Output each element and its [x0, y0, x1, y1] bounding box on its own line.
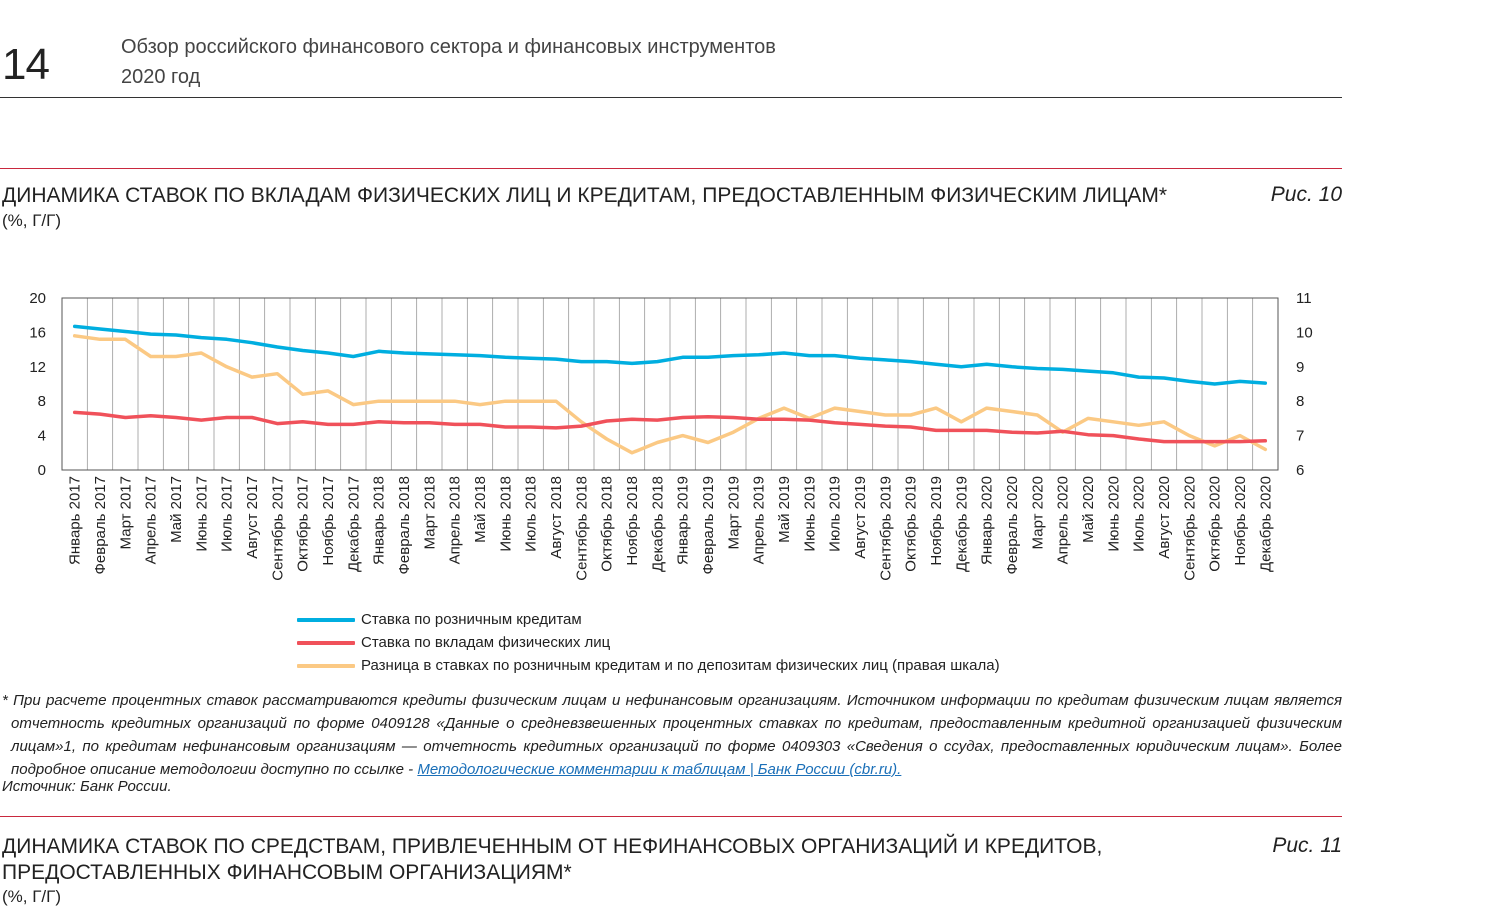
figure10-title: ДИНАМИКА СТАВОК ПО ВКЛАДАМ ФИЗИЧЕСКИХ ЛИ…: [2, 184, 1168, 207]
header-divider: [0, 97, 1342, 98]
legend-label-deposits: Ставка по вкладам физических лиц: [361, 634, 611, 651]
y-left-tick-label: 0: [38, 462, 46, 479]
y-right-tick-label: 6: [1296, 462, 1304, 479]
x-tick-label: Август 2017: [244, 476, 261, 559]
x-tick-label: Июль 2017: [219, 476, 236, 552]
legend-swatch-spread: [297, 663, 355, 668]
x-tick-label: Июль 2020: [1131, 476, 1148, 552]
series-line-spread: [72, 334, 1268, 455]
x-tick-label: Июнь 2017: [193, 476, 210, 552]
x-tick-label: Апрель 2017: [143, 476, 160, 564]
x-tick-label: Март 2020: [1029, 476, 1046, 549]
x-tick-label: Ноябрь 2017: [320, 476, 337, 566]
legend-label-spread: Разница в ставках по розничным кредитам …: [361, 657, 1000, 674]
x-tick-label: Март 2017: [117, 476, 134, 549]
document-title-line1: Обзор российского финансового сектора и …: [121, 36, 776, 58]
y-right-tick-label: 8: [1296, 393, 1304, 410]
y-right-tick-label: 10: [1296, 324, 1313, 341]
x-tick-label: Май 2018: [472, 476, 489, 543]
x-tick-label: Сентябрь 2018: [573, 476, 590, 581]
x-tick-label: Июль 2019: [827, 476, 844, 552]
figure11-title: ДИНАМИКА СТАВОК ПО СРЕДСТВАМ, ПРИВЛЕЧЕНН…: [2, 834, 1102, 886]
x-tick-label: Февраль 2019: [700, 476, 717, 575]
x-tick-label: Август 2020: [1156, 476, 1173, 559]
figure11-unit: (%, Г/Г): [2, 887, 62, 906]
x-tick-label: Май 2019: [776, 476, 793, 543]
x-tick-label: Июнь 2019: [801, 476, 818, 552]
chart-legend: Ставка по розничным кредитам Ставка по в…: [297, 608, 1000, 677]
x-tick-label: Декабрь 2017: [345, 476, 362, 572]
figure10-unit: (%, Г/Г): [2, 211, 62, 230]
y-left-tick-label: 8: [38, 393, 46, 410]
x-tick-label: Июнь 2018: [497, 476, 514, 552]
x-tick-label: Ноябрь 2020: [1232, 476, 1249, 566]
y-right-tick-label: 9: [1296, 359, 1304, 376]
x-tick-label: Ноябрь 2019: [928, 476, 945, 566]
x-tick-label: Ноябрь 2018: [624, 476, 641, 566]
x-tick-label: Апрель 2018: [447, 476, 464, 564]
series-line-loans: [72, 324, 1268, 386]
x-tick-label: Октябрь 2019: [903, 476, 920, 572]
page-number: 14: [2, 40, 50, 89]
document-title: Обзор российского финансового сектора и …: [121, 32, 776, 92]
figure11-divider: [0, 816, 1342, 817]
x-tick-label: Апрель 2019: [751, 476, 768, 564]
x-tick-label: Март 2018: [421, 476, 438, 549]
figure10-divider: [0, 168, 1342, 169]
figure11-title-line2: ПРЕДОСТАВЛЕННЫХ ФИНАНСОВЫМ ОРГАНИЗАЦИЯМ*: [2, 861, 572, 884]
y-left-tick-label: 16: [29, 324, 46, 341]
legend-item-spread: Разница в ставках по розничным кредитам …: [297, 654, 1000, 677]
x-tick-label: Июль 2018: [523, 476, 540, 552]
x-tick-label: Декабрь 2019: [953, 476, 970, 572]
figure11-title-line1: ДИНАМИКА СТАВОК ПО СРЕДСТВАМ, ПРИВЛЕЧЕНН…: [2, 835, 1103, 858]
legend-swatch-deposits: [297, 640, 355, 645]
footnote-text: * При расчете процентных ставок рассматр…: [2, 692, 1342, 778]
figure10-footnote: * При расчете процентных ставок рассматр…: [2, 689, 1342, 781]
methodology-link[interactable]: Методологические комментарии к таблицам …: [417, 761, 902, 778]
y-left-tick-label: 4: [38, 428, 46, 445]
y-left-tick-label: 12: [29, 359, 46, 376]
figure10-source: Источник: Банк России.: [2, 778, 172, 795]
plot-frame: [61, 297, 1279, 471]
x-tick-label: Январь 2020: [979, 476, 996, 565]
x-tick-label: Декабрь 2018: [649, 476, 666, 572]
legend-swatch-loans: [297, 617, 355, 622]
x-tick-label: Октябрь 2020: [1207, 476, 1224, 572]
x-tick-label: Январь 2017: [67, 476, 84, 565]
y-right-tick-label: 7: [1296, 428, 1304, 445]
figure10-chart: 0 4 8 12 16 20 6 7 8 9 10 11 Январь 2017 Февраль 2017…: [29, 290, 1313, 581]
x-tick-label: Август 2019: [852, 476, 869, 559]
x-tick-label: Май 2020: [1080, 476, 1097, 543]
x-tick-label: Октябрь 2017: [295, 476, 312, 572]
x-tick-label: Декабрь 2020: [1257, 476, 1274, 572]
x-tick-label: Сентябрь 2017: [269, 476, 286, 581]
x-tick-label: Февраль 2017: [92, 476, 109, 575]
y-left-tick-label: 20: [29, 290, 46, 307]
y-right-tick-label: 11: [1296, 290, 1312, 307]
x-tick-label: Август 2018: [548, 476, 565, 559]
x-tick-label: Июнь 2020: [1105, 476, 1122, 552]
x-tick-label: Январь 2018: [371, 476, 388, 565]
legend-label-loans: Ставка по розничным кредитам: [361, 611, 582, 628]
x-tick-label: Май 2017: [168, 476, 185, 543]
x-tick-label: Февраль 2018: [396, 476, 413, 575]
x-tick-label: Февраль 2020: [1004, 476, 1021, 575]
document-title-line2: 2020 год: [121, 66, 201, 88]
x-tick-label: Октябрь 2018: [599, 476, 616, 572]
x-tick-label: Сентябрь 2020: [1181, 476, 1198, 581]
x-tick-label: Март 2019: [725, 476, 742, 549]
series-line-deposits: [72, 410, 1268, 444]
x-tick-label: Январь 2019: [675, 476, 692, 565]
legend-item-loans: Ставка по розничным кредитам: [297, 608, 1000, 631]
figure10-label: Рис. 10: [1270, 183, 1342, 206]
x-tick-label: Апрель 2020: [1055, 476, 1072, 564]
x-tick-label: Сентябрь 2019: [877, 476, 894, 581]
legend-item-deposits: Ставка по вкладам физических лиц: [297, 631, 1000, 654]
figure11-label: Рис. 11: [1272, 834, 1342, 857]
